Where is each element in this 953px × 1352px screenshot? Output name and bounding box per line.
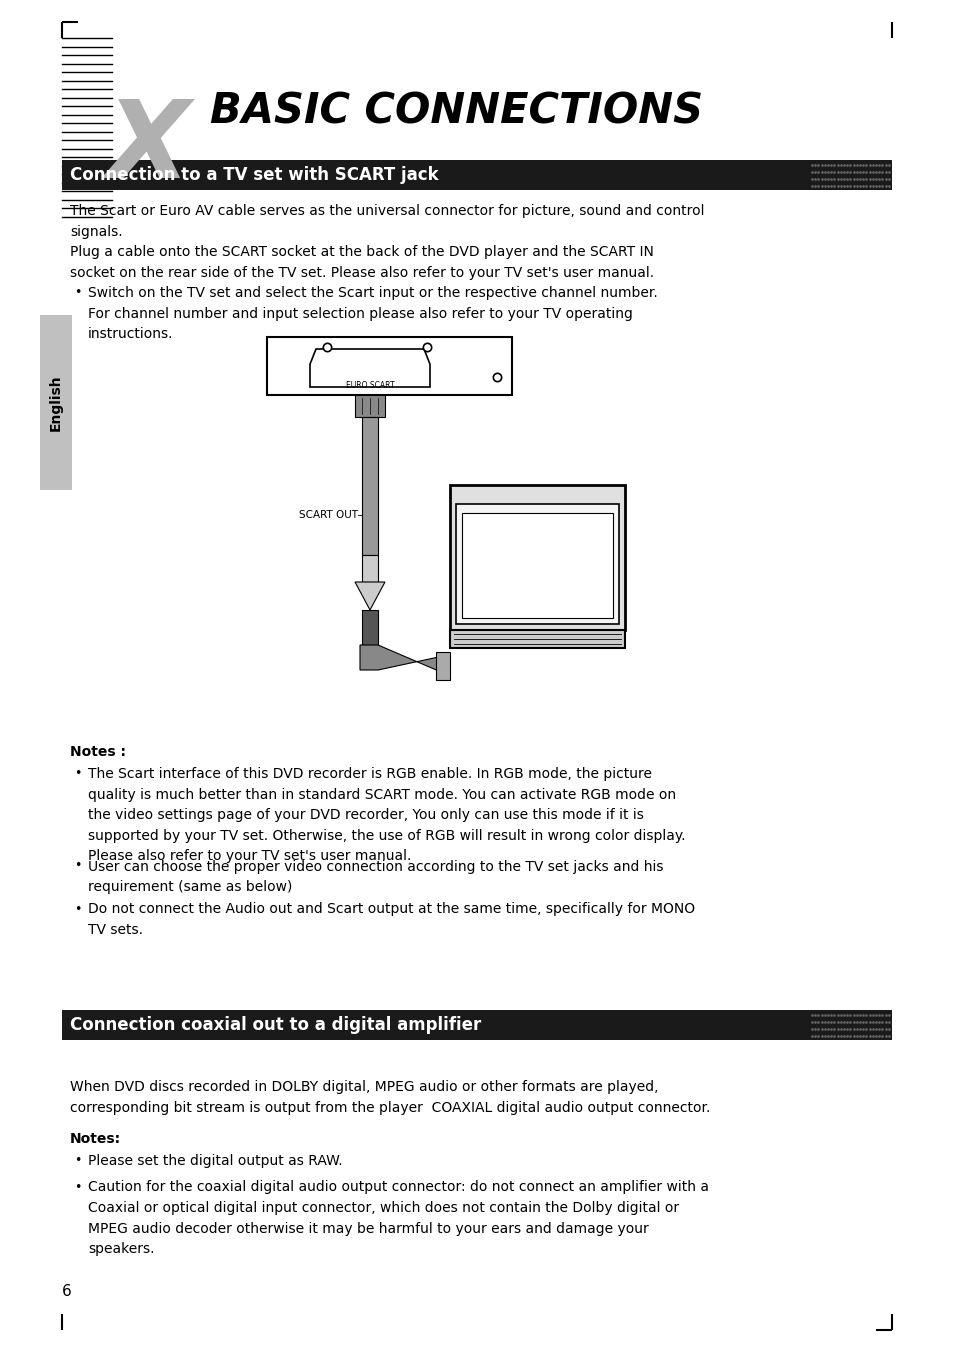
Text: •: • xyxy=(74,860,81,872)
Text: •: • xyxy=(74,1155,81,1167)
Polygon shape xyxy=(359,645,448,675)
Bar xyxy=(267,337,512,395)
Text: EURO SCART: EURO SCART xyxy=(345,381,394,389)
Bar xyxy=(361,556,377,581)
Text: 6: 6 xyxy=(62,1284,71,1299)
Text: The Scart interface of this DVD recorder is RGB enable. In RGB mode, the picture: The Scart interface of this DVD recorder… xyxy=(88,767,685,864)
Bar xyxy=(361,610,377,650)
Polygon shape xyxy=(310,349,430,387)
Bar xyxy=(461,512,613,618)
Text: SCART OUT: SCART OUT xyxy=(298,510,357,521)
Bar xyxy=(355,395,385,416)
Bar xyxy=(450,630,624,648)
Polygon shape xyxy=(355,581,385,610)
Text: Do not connect the Audio out and Scart output at the same time, specifically for: Do not connect the Audio out and Scart o… xyxy=(88,903,695,937)
Text: •: • xyxy=(74,1180,81,1194)
Text: When DVD discs recorded in DOLBY digital, MPEG audio or other formats are played: When DVD discs recorded in DOLBY digital… xyxy=(70,1080,710,1114)
Bar xyxy=(456,504,618,625)
Bar xyxy=(40,315,71,489)
Text: Notes :: Notes : xyxy=(70,745,126,758)
Bar xyxy=(361,416,377,556)
Bar xyxy=(62,1010,891,1040)
Text: Please set the digital output as RAW.: Please set the digital output as RAW. xyxy=(88,1155,342,1168)
Text: English: English xyxy=(49,375,63,431)
Text: •: • xyxy=(74,903,81,915)
Text: Connection to a TV set with SCART jack: Connection to a TV set with SCART jack xyxy=(70,166,438,184)
Bar xyxy=(436,652,450,680)
Text: BASIC CONNECTIONS: BASIC CONNECTIONS xyxy=(210,91,702,132)
Text: •: • xyxy=(74,287,81,299)
Text: Switch on the TV set and select the Scart input or the respective channel number: Switch on the TV set and select the Scar… xyxy=(88,287,657,341)
Text: •: • xyxy=(74,767,81,780)
Text: Notes:: Notes: xyxy=(70,1132,121,1146)
Text: Caution for the coaxial digital audio output connector: do not connect an amplif: Caution for the coaxial digital audio ou… xyxy=(88,1180,708,1256)
Text: Connection coaxial out to a digital amplifier: Connection coaxial out to a digital ampl… xyxy=(70,1015,480,1034)
Bar xyxy=(62,160,891,191)
Text: X: X xyxy=(107,95,191,201)
Text: User can choose the proper video connection according to the TV set jacks and hi: User can choose the proper video connect… xyxy=(88,860,662,894)
Text: The Scart or Euro AV cable serves as the universal connector for picture, sound : The Scart or Euro AV cable serves as the… xyxy=(70,204,703,280)
Bar xyxy=(450,485,624,630)
